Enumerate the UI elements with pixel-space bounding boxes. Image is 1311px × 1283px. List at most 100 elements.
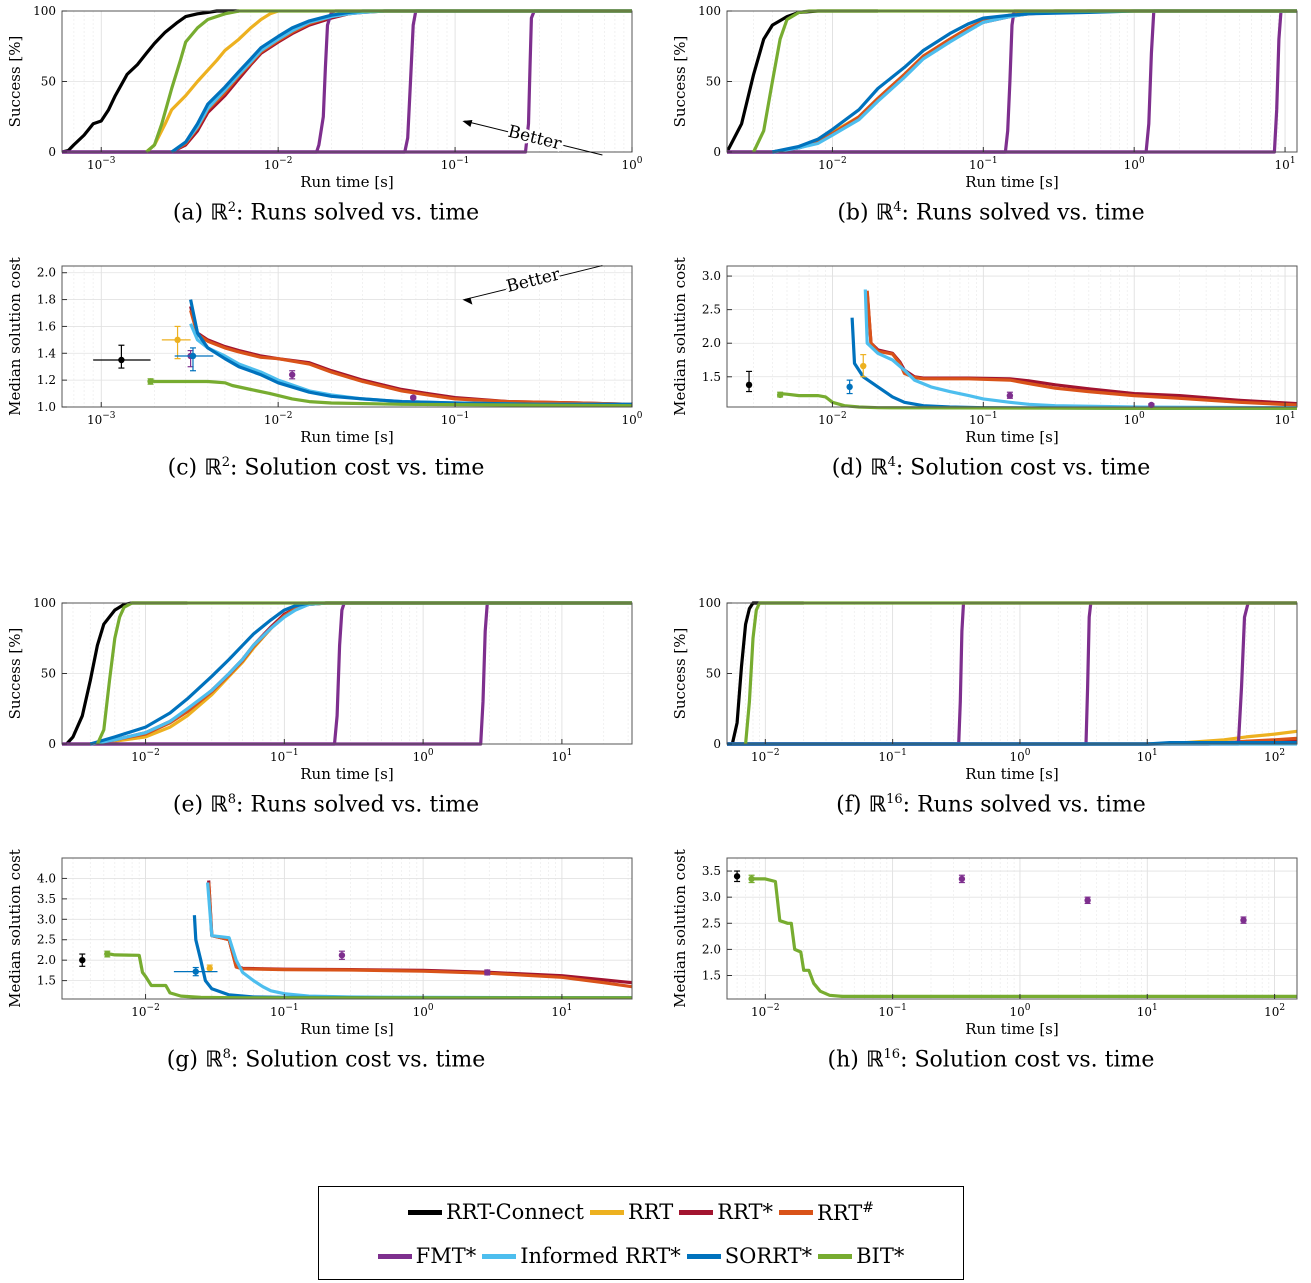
legend-item-rrtsharp: RRT# [779, 1200, 874, 1225]
median-marker-rrt [206, 965, 213, 972]
caption-c: (c) ℝ2: Solution cost vs. time [0, 455, 652, 480]
x-tick-label: 10−1 [441, 156, 470, 172]
legend-label-bit: BIT* [856, 1244, 905, 1268]
y-tick-label: 0 [48, 737, 56, 751]
x-tick-label: 100 [1124, 156, 1145, 172]
chart-panel-e: 0 50 100 10−2 10−1 100 101 Run time [s] Success … [0, 592, 652, 827]
x-tick-label: 10−2 [751, 748, 780, 764]
x-tick-label: 101 [1275, 156, 1296, 172]
y-axis-label: Success [%] [6, 36, 24, 128]
median-marker-bit [748, 875, 755, 883]
y-tick-label: 1.0 [37, 400, 56, 414]
x-tick-label: 10−2 [131, 1003, 160, 1019]
median-marker-bit [104, 950, 111, 958]
legend-item-informed: Informed RRT* [482, 1244, 681, 1268]
median-marker-fmt [1006, 392, 1014, 399]
legend-swatch-informed [482, 1253, 517, 1259]
series-line-bit [145, 9, 632, 154]
x-tick-label: 10−2 [818, 156, 847, 172]
y-tick-label: 100 [698, 596, 721, 610]
caption-prefix: (c) [167, 455, 205, 481]
x-tick-label: 10−3 [87, 156, 116, 172]
chart-panel-h: 1.5 2.0 2.5 3.0 3.5 10−2 10−1 100 101 102 Run time… [665, 847, 1311, 1082]
median-marker-bit [147, 378, 154, 385]
x-tick-label: 100 [621, 411, 642, 427]
y-tick-label: 1.8 [37, 293, 56, 307]
y-tick-label: 3.0 [37, 912, 56, 926]
x-tick-label: 100 [1124, 411, 1145, 427]
caption-space: ℝ [210, 200, 228, 226]
y-tick-label: 3.5 [37, 892, 56, 906]
median-marker-rrtconnect [745, 381, 753, 389]
chart-svg-f: 0 50 100 10−2 10−1 100 101 102 Run time [s] Succe… [671, 596, 1298, 783]
better-label: Better [504, 264, 562, 297]
series-line-sorrt [89, 601, 632, 746]
x-axis-label: Run time [s] [300, 173, 393, 191]
legend-swatch-rrt [590, 1209, 624, 1215]
caption-a: (a) ℝ2: Runs solved vs. time [0, 200, 652, 225]
grid [726, 602, 1297, 745]
series-line-bit [749, 877, 1297, 998]
chart-svg-g: 1.5 2.0 2.5 3.0 3.5 4.0 10−2 10−1 100 101 Run time… [6, 849, 633, 1038]
caption-dimension: 16 [883, 1047, 901, 1062]
legend-item-rrtstar: RRT* [679, 1200, 773, 1224]
y-tick-label: 0 [713, 737, 721, 751]
series-line-bit [109, 952, 632, 1000]
chart-panel-d: 1.5 2.0 2.5 3.0 10−2 10−1 100 101 Run time [s] Me… [665, 255, 1311, 490]
legend-label-rrtstar: RRT* [717, 1200, 774, 1224]
legend-label-informed: Informed RRT* [520, 1244, 681, 1268]
caption-space: ℝ [875, 200, 894, 226]
caption-dimension: 8 [222, 1047, 231, 1062]
y-axis-label: Success [%] [6, 628, 24, 720]
series-line-sorrt [170, 9, 632, 154]
legend-row-2: FMT* Informed RRT* SORRT* BIT* [319, 1235, 963, 1277]
x-tick-label: 10−2 [818, 411, 847, 427]
y-tick-label: 1.2 [37, 373, 56, 387]
legend-label-sorrt: SORRT* [724, 1244, 813, 1268]
caption-dimension: 2 [227, 200, 237, 215]
x-axis-label: Run time [s] [965, 1020, 1058, 1038]
x-tick-label: 10−3 [87, 411, 116, 427]
x-axis-label: Run time [s] [965, 428, 1058, 446]
median-marker-rrt [860, 362, 867, 370]
y-tick-label: 1.5 [37, 974, 56, 988]
x-tick-label: 10−1 [969, 411, 998, 427]
x-tick-label: 10−1 [441, 411, 470, 427]
chart-svg-b: 0 50 100 10−2 10−1 100 101 Run time [s] Success … [671, 4, 1298, 191]
series-group [150, 299, 632, 408]
caption-suffix: : Runs solved vs. time [235, 792, 480, 818]
chart-svg-d: 1.5 2.0 2.5 3.0 10−2 10−1 100 101 Run time [s] Me… [671, 257, 1298, 446]
legend-swatch-fmt [377, 1253, 412, 1259]
x-tick-label: 101 [1275, 411, 1296, 427]
legend-label-rrt: RRT [628, 1200, 674, 1224]
axes-frame [726, 265, 1298, 408]
x-tick-label: 101 [1137, 1003, 1158, 1019]
y-tick-label: 100 [33, 596, 56, 610]
legend-label-rrtsharp: RRT# [817, 1199, 875, 1225]
series-line-sorrt [189, 299, 632, 406]
series-line-rrtsharp [207, 882, 632, 989]
series-line-rrtconnect [62, 9, 239, 154]
x-tick-label: 100 [413, 748, 434, 764]
chart-svg-a: 0 50 100 10−3 10−2 10−1 100 Run time [s] Success… [6, 4, 643, 191]
caption-prefix: (a) [172, 200, 211, 226]
caption-prefix: (e) [172, 792, 211, 818]
y-axis-label: Median solution cost [671, 849, 689, 1008]
y-tick-label: 1.5 [702, 370, 721, 384]
series-group [779, 289, 1297, 410]
median-marker-rrtconnect [79, 956, 86, 964]
caption-prefix: (g) [166, 1047, 205, 1073]
caption-prefix: (d) [831, 455, 870, 481]
median-marker-fmt [484, 969, 491, 976]
caption-suffix: : Solution cost vs. time [900, 1047, 1155, 1073]
legend-swatch-rrtsharp [779, 1209, 814, 1215]
caption-space: ℝ [868, 792, 887, 818]
x-tick-label: 10−2 [751, 1003, 780, 1019]
axes-frame [61, 265, 633, 408]
x-tick-label: 10−2 [131, 748, 160, 764]
chart-panel-b: 0 50 100 10−2 10−1 100 101 Run time [s] Success … [665, 0, 1311, 235]
y-tick-label: 4.0 [37, 871, 56, 885]
legend-swatch-sorrt [686, 1253, 721, 1259]
legend-swatch-bit [818, 1253, 853, 1259]
series-line-rrt [145, 9, 279, 154]
